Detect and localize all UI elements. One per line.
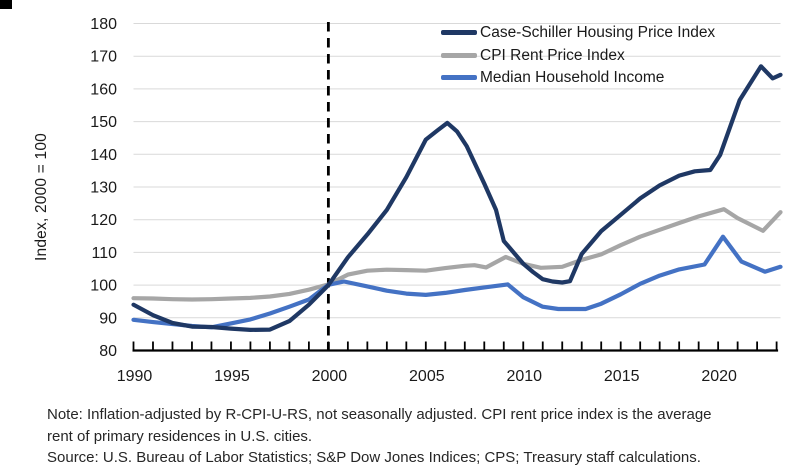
price-index-line-chart: 80 90 100 110 120 130 140 150 160 170 180 1990 1995 2… <box>90 16 783 385</box>
median-income-line-swatch <box>441 75 477 81</box>
y-tick-label: 180 <box>90 16 117 33</box>
x-tick-label: 2020 <box>701 368 737 385</box>
y-tick-label: 150 <box>90 114 117 131</box>
legend-label-case-schiller: Case-Schiller Housing Price Index <box>480 24 716 41</box>
y-tick-label: 140 <box>90 147 117 164</box>
corner-artifact-mark <box>0 0 12 9</box>
x-tick-label: 1995 <box>214 368 250 385</box>
y-tick-label: 90 <box>99 310 117 327</box>
series-line-2 <box>131 234 783 330</box>
case-schiller-line-swatch <box>441 30 477 36</box>
axis-tick-labels: 80 90 100 110 120 130 140 150 160 170 180 1990 1995 2… <box>90 16 737 385</box>
series-line-0 <box>131 64 783 332</box>
legend-label-median-income: Median Household Income <box>480 69 665 86</box>
legend-item-case-schiller: Case-Schiller Housing Price Index <box>441 24 715 42</box>
source-line: Source: U.S. Bureau of Labor Statistics;… <box>47 449 701 466</box>
y-tick-label: 80 <box>99 343 117 360</box>
note-line-2: rent of primary residences in U.S. citie… <box>47 427 313 445</box>
y-tick-label: 100 <box>90 278 117 295</box>
y-tick-label: 120 <box>90 212 117 229</box>
footnotes: Note: Inflation-adjusted by R-CPI-U-RS, … <box>47 404 787 469</box>
series-lines <box>131 64 783 332</box>
x-tick-label: 2005 <box>409 368 445 385</box>
x-tick-label: 1990 <box>117 368 153 385</box>
gridlines <box>133 23 781 319</box>
series-line-1 <box>131 207 783 302</box>
y-tick-label: 160 <box>90 81 117 98</box>
x-axis <box>132 341 779 352</box>
legend-item-cpi-rent: CPI Rent Price Index <box>441 47 715 65</box>
x-tick-label: 2015 <box>604 368 640 385</box>
y-tick-label: 170 <box>90 49 117 66</box>
y-tick-label: 110 <box>91 245 117 262</box>
y-tick-label: 130 <box>90 180 117 197</box>
x-tick-label: 2000 <box>312 368 348 385</box>
legend: Case-Schiller Housing Price Index CPI Re… <box>441 24 715 87</box>
legend-label-cpi-rent: CPI Rent Price Index <box>480 46 625 64</box>
note-line-1: Note: Inflation-adjusted by R-CPI-U-RS, … <box>47 406 712 423</box>
x-tick-label: 2010 <box>506 368 542 385</box>
legend-item-median-income: Median Household Income <box>441 69 715 87</box>
cpi-rent-line-swatch <box>441 52 477 58</box>
